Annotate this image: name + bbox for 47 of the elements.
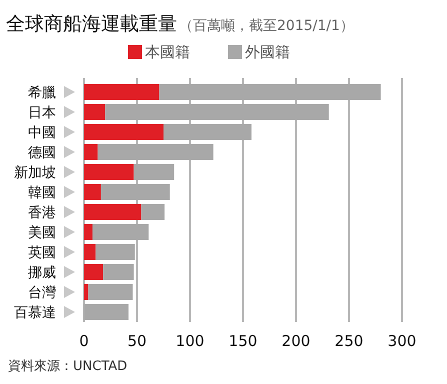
bar [105, 104, 329, 120]
y-tick-label: 挪威 [28, 265, 56, 281]
bar [92, 224, 149, 240]
bar [84, 124, 164, 140]
y-tick-label: 希臘 [28, 85, 56, 101]
bar [141, 204, 165, 220]
bar [103, 264, 134, 280]
bar [159, 84, 381, 100]
legend-label: 本國籍 [145, 43, 190, 61]
bar [84, 104, 106, 120]
x-tick-label: 300 [388, 332, 416, 350]
bar [164, 124, 252, 140]
bar [98, 144, 214, 160]
bar [100, 184, 170, 200]
chart-title: 全球商船海運載重量 [6, 13, 177, 35]
x-tick-label: 150 [228, 332, 258, 350]
bar [84, 224, 92, 240]
x-tick-label: 50 [127, 332, 147, 350]
y-tick-label: 百慕達 [14, 305, 56, 321]
bar [84, 284, 88, 300]
bar [84, 144, 98, 160]
chart-subtitle: （百萬噸，截至2015/1/1） [179, 18, 354, 34]
bar [84, 84, 160, 100]
bar [84, 264, 104, 280]
bar [134, 164, 174, 180]
y-tick-label: 德國 [28, 145, 56, 161]
legend-label: 外國籍 [245, 43, 290, 61]
x-tick-label: 0 [79, 332, 89, 350]
y-tick-label: 英國 [28, 245, 56, 261]
bar [84, 204, 142, 220]
source-note: 資料來源：UNCTAD [8, 359, 128, 374]
bar [96, 244, 135, 260]
y-tick-label: 美國 [28, 225, 56, 241]
y-tick-label: 台灣 [28, 285, 56, 301]
bar [84, 164, 134, 180]
y-tick-label: 韓國 [28, 185, 56, 201]
y-tick-label: 日本 [28, 105, 56, 121]
bar [84, 304, 129, 320]
bar [84, 244, 96, 260]
x-tick-label: 250 [334, 332, 364, 350]
y-tick-label: 香港 [28, 205, 56, 221]
y-tick-label: 中國 [28, 125, 56, 141]
y-tick-label: 新加坡 [14, 165, 56, 181]
x-tick-label: 200 [282, 332, 310, 350]
bar [88, 284, 133, 300]
bar [84, 184, 101, 200]
x-tick-label: 100 [176, 332, 204, 350]
